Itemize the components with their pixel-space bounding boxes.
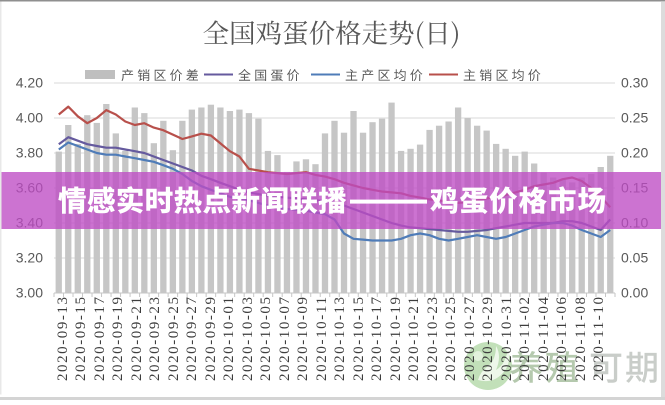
svg-text:2020-10-03: 2020-10-03: [240, 297, 256, 381]
svg-text:3.20: 3.20: [16, 250, 43, 266]
svg-text:3.00: 3.00: [16, 285, 43, 301]
svg-text:2020-10-31: 2020-10-31: [499, 297, 515, 381]
svg-text:2020-09-13: 2020-09-13: [55, 297, 71, 381]
svg-text:0.25: 0.25: [621, 110, 648, 126]
svg-text:2020-10-09: 2020-10-09: [295, 297, 311, 381]
svg-text:2020-10-27: 2020-10-27: [462, 297, 478, 382]
svg-text:0.20: 0.20: [621, 145, 648, 161]
svg-text:2020-10-15: 2020-10-15: [351, 297, 367, 381]
svg-text:2020-09-29: 2020-09-29: [203, 297, 219, 381]
svg-text:2020-11-06: 2020-11-06: [554, 297, 570, 382]
svg-text:0.05: 0.05: [621, 250, 648, 266]
svg-text:2020-09-23: 2020-09-23: [147, 297, 163, 381]
svg-text:2020-10-21: 2020-10-21: [406, 297, 422, 381]
svg-text:0.30: 0.30: [621, 75, 648, 91]
svg-text:0.00: 0.00: [621, 285, 648, 301]
svg-text:2020-09-17: 2020-09-17: [92, 297, 108, 382]
svg-text:2020-10-13: 2020-10-13: [332, 297, 348, 381]
svg-text:4.20: 4.20: [16, 75, 43, 91]
svg-text:2020-10-01: 2020-10-01: [221, 297, 237, 381]
svg-text:3.80: 3.80: [16, 145, 43, 161]
svg-text:2020-10-25: 2020-10-25: [443, 297, 459, 381]
svg-text:2020-09-15: 2020-09-15: [73, 297, 89, 381]
svg-text:2020-11-04: 2020-11-04: [536, 297, 552, 382]
svg-text:2020-10-05: 2020-10-05: [258, 297, 274, 381]
svg-text:2020-10-19: 2020-10-19: [388, 297, 404, 381]
svg-text:2020-09-21: 2020-09-21: [129, 297, 145, 381]
svg-text:2020-09-25: 2020-09-25: [166, 297, 182, 381]
svg-text:2020-10-17: 2020-10-17: [369, 297, 385, 382]
svg-text:2020-09-19: 2020-09-19: [110, 297, 126, 381]
svg-text:2020-10-07: 2020-10-07: [277, 297, 293, 382]
svg-text:2020-10-23: 2020-10-23: [425, 297, 441, 381]
svg-text:4.00: 4.00: [16, 110, 43, 126]
svg-text:2020-09-27: 2020-09-27: [184, 297, 200, 382]
svg-text:2020-10-29: 2020-10-29: [480, 297, 496, 381]
